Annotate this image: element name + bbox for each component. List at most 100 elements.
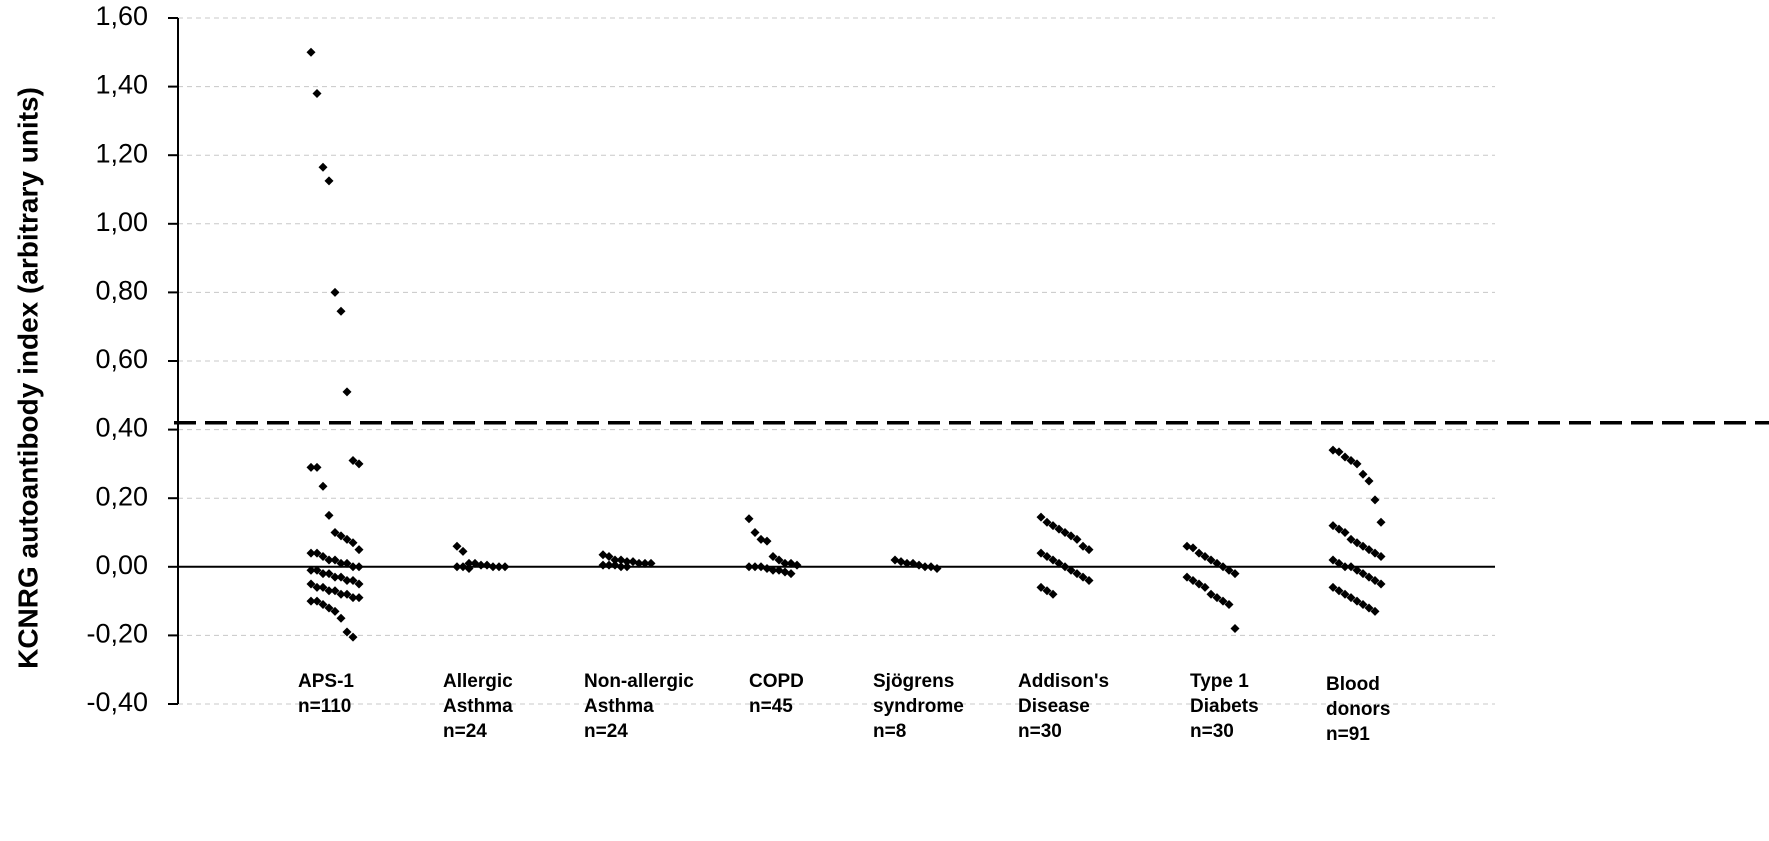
data-point <box>920 562 930 572</box>
data-point <box>1188 543 1198 553</box>
data-point <box>330 572 340 582</box>
data-point <box>312 462 322 472</box>
data-point <box>750 528 760 537</box>
data-point <box>336 306 346 316</box>
data-point <box>348 562 358 572</box>
data-point <box>634 558 644 568</box>
data-point <box>1078 572 1088 582</box>
data-point <box>1042 552 1052 562</box>
data-point <box>452 541 462 551</box>
y-tick-label: 0,40 <box>95 413 148 443</box>
data-point <box>604 552 614 562</box>
data-point <box>1036 512 1046 522</box>
data-point <box>312 548 322 558</box>
data-point <box>1370 495 1380 505</box>
data-point <box>1370 606 1380 616</box>
category-label: n=24 <box>584 721 628 742</box>
data-point <box>1066 531 1076 541</box>
data-point <box>318 569 328 579</box>
data-point <box>604 560 614 570</box>
data-point <box>464 558 474 568</box>
data-point <box>1036 548 1046 558</box>
data-point <box>1072 569 1082 579</box>
data-point <box>1364 476 1374 486</box>
data-point <box>452 562 462 572</box>
data-point <box>342 534 352 544</box>
data-point <box>336 531 346 541</box>
data-point <box>324 603 334 613</box>
data-point <box>1218 596 1228 606</box>
data-point <box>318 162 328 172</box>
category-label: Diabets <box>1190 696 1259 717</box>
data-point <box>494 562 504 572</box>
data-point <box>750 562 760 572</box>
data-point <box>1352 538 1362 548</box>
data-point <box>1212 558 1222 568</box>
data-point <box>330 528 340 537</box>
data-point <box>354 562 364 572</box>
data-point <box>768 552 778 562</box>
category-label: Non-allergic <box>584 671 694 692</box>
data-point <box>306 462 316 472</box>
category-label: n=24 <box>443 721 487 742</box>
category-label: Asthma <box>443 696 513 717</box>
data-point <box>774 555 784 565</box>
y-tick-label: 1,00 <box>95 207 148 237</box>
data-point <box>1334 447 1344 457</box>
data-point <box>1376 552 1386 562</box>
data-point <box>318 600 328 610</box>
data-point <box>1072 534 1082 544</box>
category-label: Addison's <box>1018 671 1109 692</box>
data-point <box>762 536 772 546</box>
category-label: Disease <box>1018 696 1090 717</box>
data-point <box>476 560 486 570</box>
data-point <box>312 565 322 575</box>
data-point <box>348 455 358 465</box>
category-label: Sjögrens <box>873 671 954 692</box>
data-point <box>306 548 316 558</box>
data-point <box>780 558 790 568</box>
data-point <box>458 546 468 556</box>
data-point <box>1048 521 1058 531</box>
data-point <box>1054 524 1064 534</box>
data-point <box>348 593 358 603</box>
data-point <box>622 562 632 572</box>
data-point <box>1376 579 1386 589</box>
data-point <box>464 564 474 574</box>
data-point <box>306 565 316 575</box>
data-point <box>306 47 316 57</box>
data-point <box>1084 576 1094 586</box>
data-point <box>646 558 656 568</box>
category-label: APS-1 <box>298 671 354 692</box>
data-point <box>1346 562 1356 572</box>
data-point <box>336 589 346 599</box>
data-point <box>342 589 352 599</box>
data-point <box>1218 562 1228 572</box>
y-tick-label: 1,20 <box>95 138 148 168</box>
category-label: n=30 <box>1018 721 1062 742</box>
data-point <box>902 558 912 568</box>
data-point <box>1370 576 1380 586</box>
data-point <box>1352 565 1362 575</box>
data-point <box>1346 534 1356 544</box>
data-point <box>1358 541 1368 551</box>
data-point <box>330 586 340 596</box>
data-point <box>792 560 802 570</box>
data-point <box>1364 545 1374 555</box>
data-point <box>786 569 796 579</box>
data-point <box>1048 589 1058 599</box>
data-point <box>324 176 334 186</box>
data-point <box>348 632 358 642</box>
data-point <box>1060 528 1070 537</box>
data-point <box>354 593 364 603</box>
data-point <box>1084 545 1094 555</box>
data-point <box>306 579 316 589</box>
data-point <box>488 562 498 572</box>
data-point <box>1358 600 1368 610</box>
data-point <box>1352 459 1362 469</box>
data-point <box>1334 586 1344 596</box>
data-point <box>1194 548 1204 558</box>
data-point <box>1328 555 1338 565</box>
data-point <box>1206 555 1216 565</box>
